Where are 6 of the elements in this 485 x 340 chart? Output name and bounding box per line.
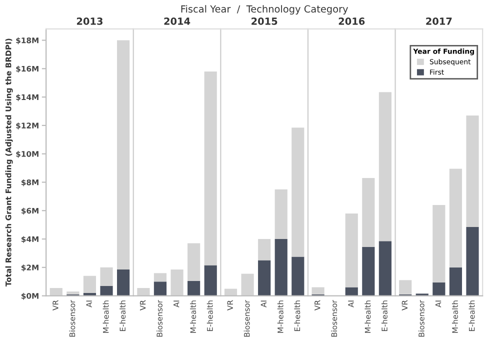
chart-title: 2016 [338, 18, 365, 25]
text: Fiscal Year / Technology Category [181, 5, 348, 15]
chart-title: 2013 [76, 18, 102, 25]
chart-title: 2015 [252, 18, 278, 25]
chart-title: 2014 [164, 18, 190, 25]
chart-title: 2017 [426, 18, 452, 25]
